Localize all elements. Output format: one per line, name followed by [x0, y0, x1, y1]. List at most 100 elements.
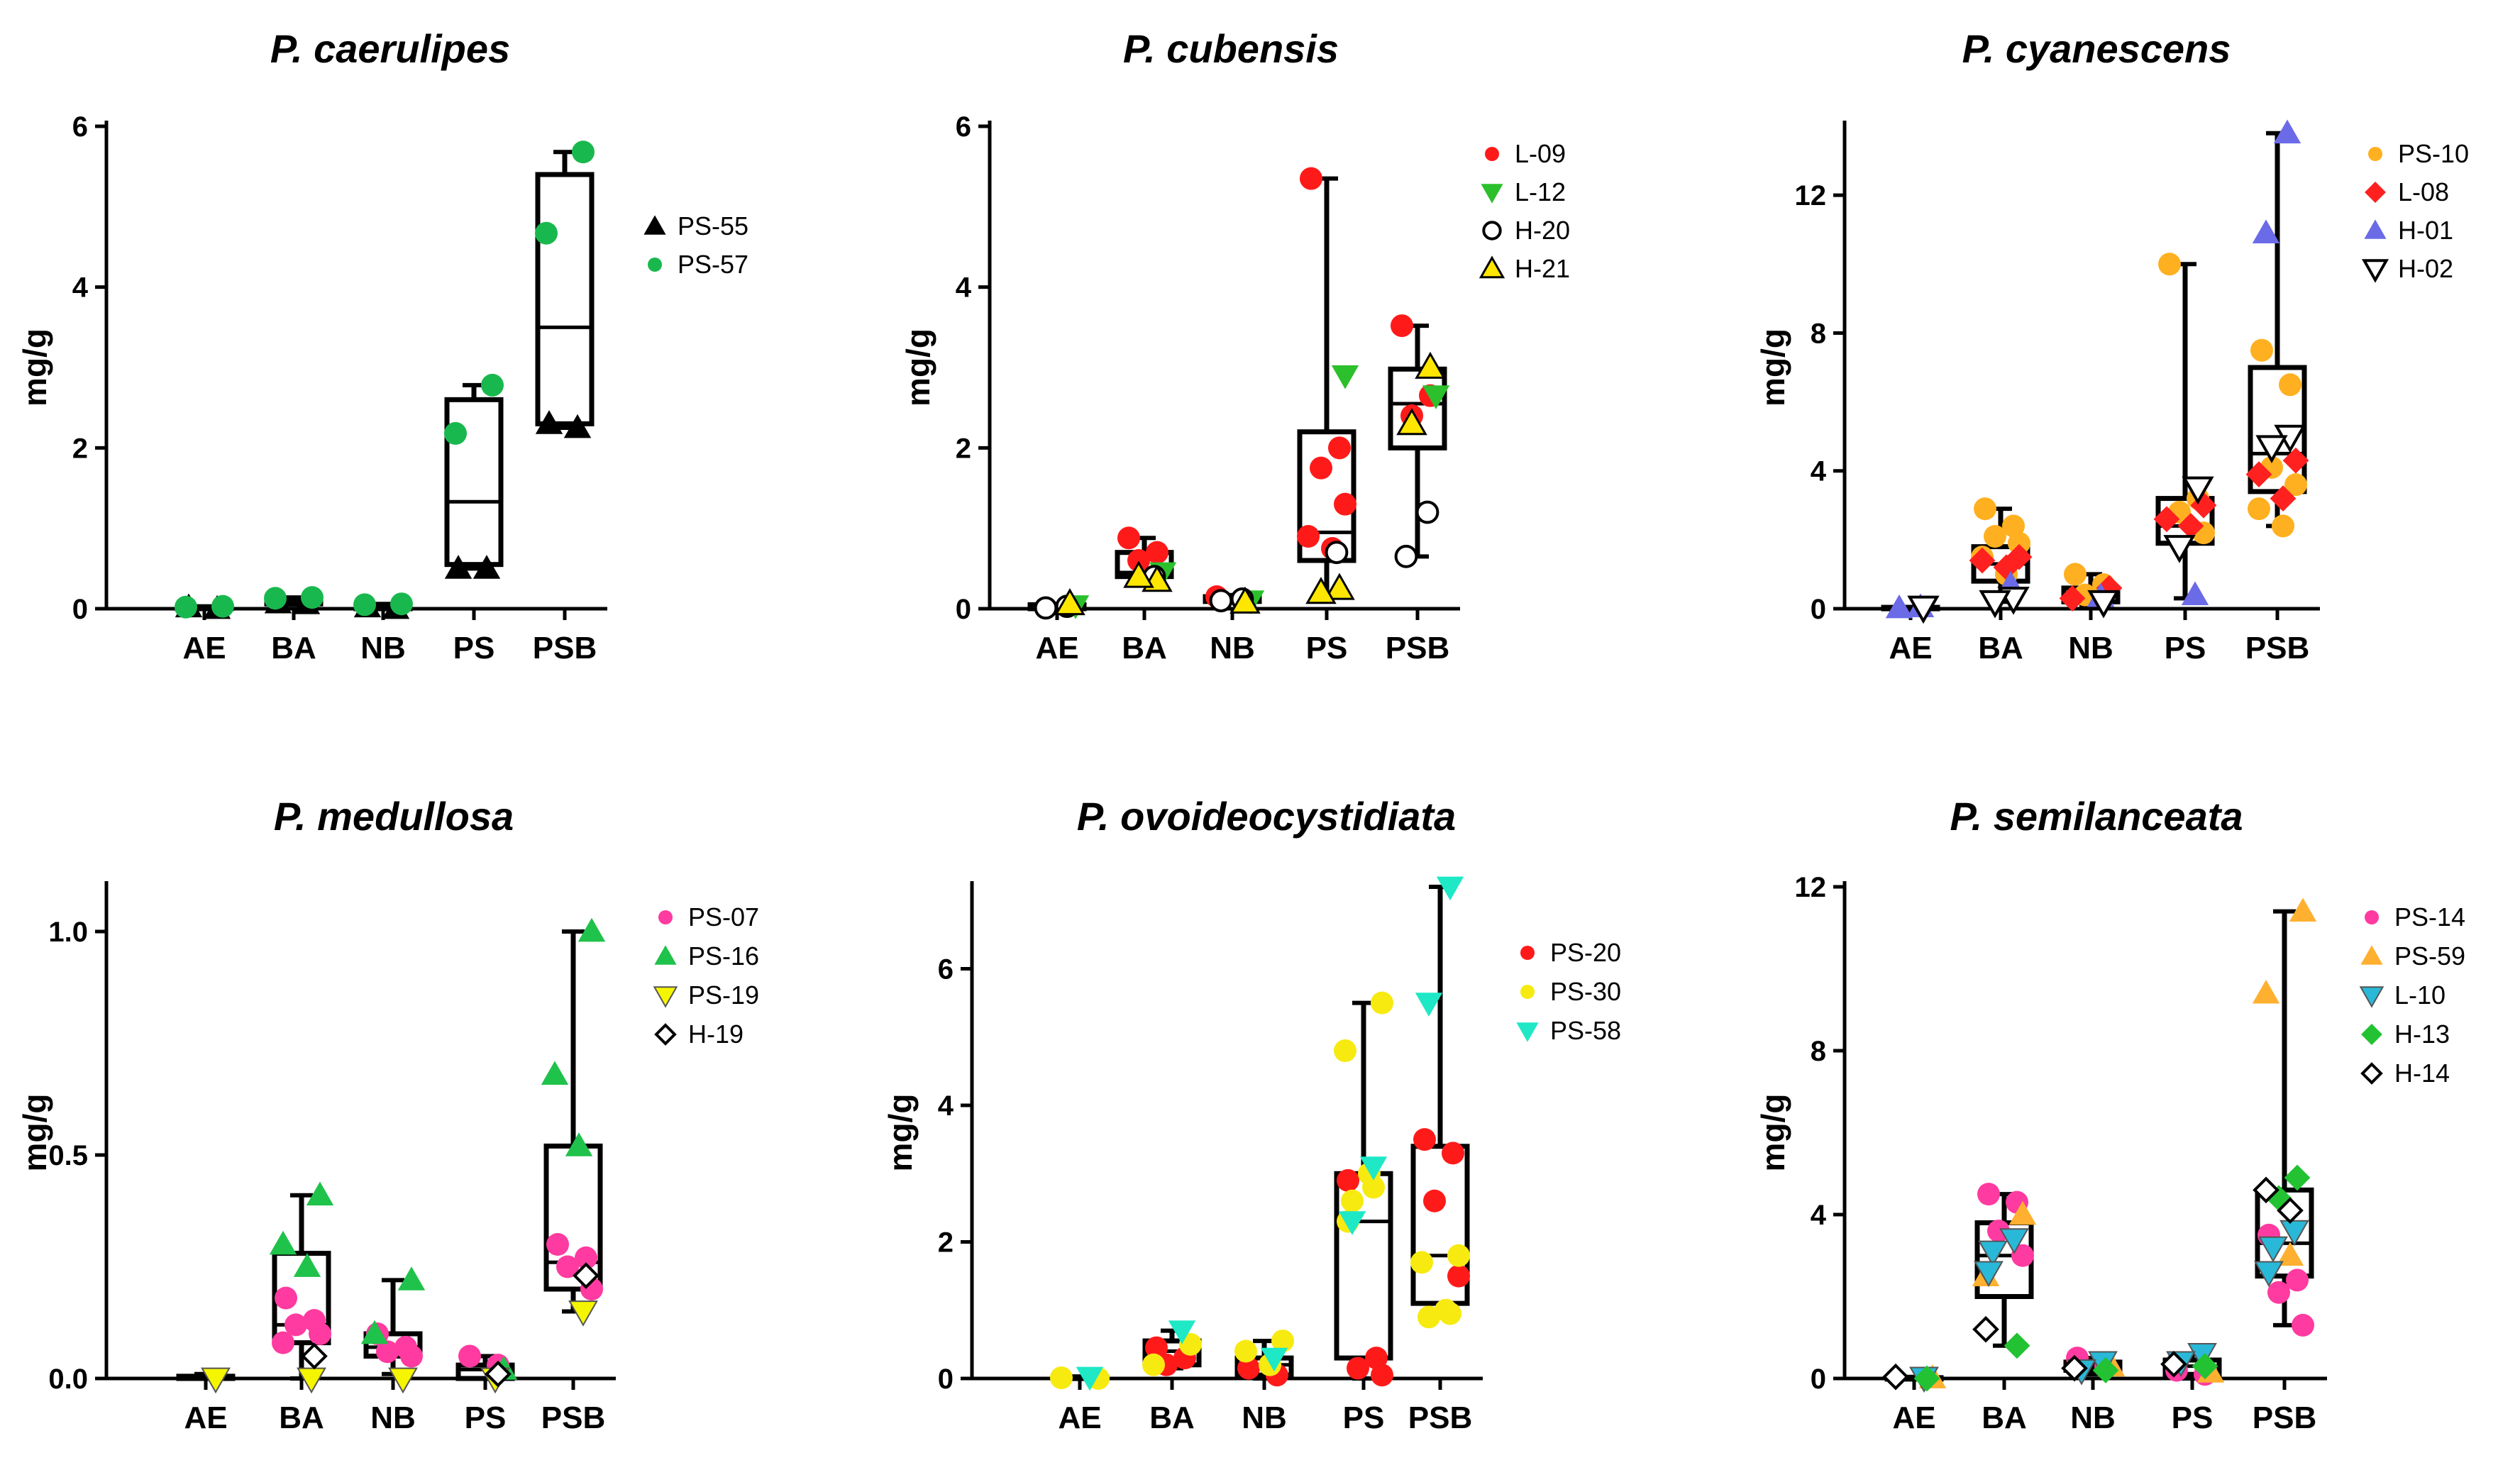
- data-point: [1371, 991, 1393, 1015]
- data-point: [2059, 585, 2086, 612]
- data-point: [400, 1344, 423, 1368]
- legend-label: PS-07: [688, 902, 759, 932]
- legend-label: PS-58: [1550, 1016, 1621, 1045]
- legend-label: L-09: [1515, 139, 1566, 168]
- y-tick-label: 4: [938, 1090, 954, 1122]
- data-point: [568, 1300, 598, 1327]
- data-point: [360, 1320, 389, 1344]
- data-point: [1974, 1261, 2004, 1288]
- legend-marker: [2361, 259, 2389, 283]
- data-point: [535, 221, 558, 245]
- x-tick-label: PSB: [2253, 1400, 2316, 1435]
- y-tick-label: 4: [1811, 1200, 1827, 1231]
- legend-marker: [654, 1023, 677, 1046]
- data-point: [376, 1340, 399, 1364]
- legend-marker: [2360, 945, 2383, 965]
- chart-title: P. semilanceata: [1950, 794, 2243, 839]
- legend-label: H-21: [1515, 254, 1570, 283]
- x-tick-label: NB: [360, 631, 406, 665]
- panel-p-ovoideocystidiata: P. ovoideocystidiata mg/g 0 2 4 6 AE BA NB PS PSB P…: [882, 794, 1621, 1435]
- legend-label: L-08: [2398, 177, 2449, 206]
- y-tick-label: 8: [1811, 318, 1826, 349]
- data-point: [388, 1367, 418, 1394]
- data-point: [1050, 1366, 1073, 1390]
- data-point: [1034, 596, 1058, 620]
- legend-label: PS-14: [2394, 902, 2465, 932]
- legend-marker: [2359, 986, 2384, 1008]
- box-iqr: [535, 172, 595, 426]
- y-tick-label: 0.5: [48, 1140, 88, 1171]
- y-axis-label: mg/g: [1754, 328, 1791, 407]
- data-point: [284, 1313, 307, 1337]
- legend-marker: [653, 986, 678, 1008]
- data-point: [1234, 1339, 1257, 1363]
- legend: PS-55 PS-57: [643, 211, 748, 279]
- y-axis-label: mg/g: [900, 328, 936, 407]
- legend-label: PS-19: [688, 980, 759, 1010]
- legend: PS-10 L-08 H-01 H-02: [2361, 139, 2469, 283]
- data-point: [2064, 563, 2087, 586]
- legend-marker: [1520, 985, 1535, 999]
- legend: PS-07 PS-16 PS-19 H-19: [653, 902, 759, 1049]
- data-point: [272, 1331, 294, 1354]
- data-point: [444, 421, 467, 445]
- data-point: [1123, 560, 1154, 588]
- x-tick-label: BA: [1982, 1400, 2027, 1435]
- panel-p-medullosa: P. medullosa mg/g 0.0 0.5 1.0 AE BA NB PS PSB PS-0…: [16, 794, 759, 1435]
- data-point: [264, 587, 287, 610]
- box-iqr: [1297, 429, 1356, 563]
- data-point: [1423, 1189, 1446, 1212]
- data-point: [1297, 525, 1320, 548]
- data-point: [1260, 1347, 1288, 1372]
- y-tick-label: 6: [956, 111, 971, 143]
- x-tick-label: NB: [1210, 631, 1255, 665]
- legend: PS-20 PS-30 PS-58: [1516, 938, 1621, 1045]
- y-tick-label: 4: [956, 272, 972, 304]
- data-point: [297, 1367, 326, 1394]
- data-point: [1362, 1176, 1385, 1199]
- data-point: [485, 1360, 512, 1388]
- y-tick-label: 4: [72, 272, 89, 304]
- data-point: [1418, 1305, 1440, 1329]
- data-point: [1415, 993, 1443, 1017]
- data-point: [1117, 526, 1140, 550]
- data-point: [2255, 435, 2288, 463]
- data-point: [458, 1344, 481, 1368]
- data-point: [2292, 1313, 2314, 1337]
- panel-p-cyanescens: P. cyanescens mg/g 0 4 8 12 AE BA NB PS PSB PS-10 L-…: [1754, 26, 2469, 665]
- data-point: [1442, 1142, 1464, 1165]
- data-point: [1076, 1366, 1104, 1391]
- data-point: [1391, 314, 1413, 338]
- data-point: [2279, 373, 2301, 397]
- data-point: [1328, 436, 1351, 460]
- data-point: [1882, 1363, 1909, 1391]
- y-tick-label: 2: [72, 433, 88, 464]
- y-axis-label: mg/g: [1754, 1094, 1791, 1172]
- x-tick-label: AE: [1035, 631, 1078, 665]
- data-point: [390, 592, 413, 616]
- x-tick-label: PSB: [533, 631, 597, 665]
- data-point: [2153, 506, 2180, 533]
- data-point: [1054, 587, 1085, 616]
- data-point: [2273, 119, 2301, 144]
- data-point: [2272, 514, 2294, 538]
- series-h-14: [1882, 1176, 2304, 1391]
- chart-title: P. caerulipes: [270, 26, 510, 71]
- data-point: [306, 1181, 334, 1206]
- data-point: [1979, 590, 2011, 619]
- data-point: [2284, 1164, 2311, 1191]
- legend-marker: [2365, 910, 2379, 924]
- series-h-13: [1913, 1164, 2311, 1392]
- data-point: [2187, 1342, 2217, 1369]
- y-tick-label: 12: [1795, 180, 1827, 211]
- data-point: [1341, 1189, 1364, 1212]
- legend-label: H-20: [1515, 216, 1570, 245]
- data-point: [1168, 1320, 1196, 1344]
- data-point: [2008, 1200, 2037, 1225]
- data-point: [2265, 1185, 2292, 1212]
- legend-marker: [658, 910, 673, 924]
- series-h-21: [1054, 351, 1446, 616]
- data-point: [1305, 577, 1337, 604]
- legend-marker: [2368, 147, 2382, 161]
